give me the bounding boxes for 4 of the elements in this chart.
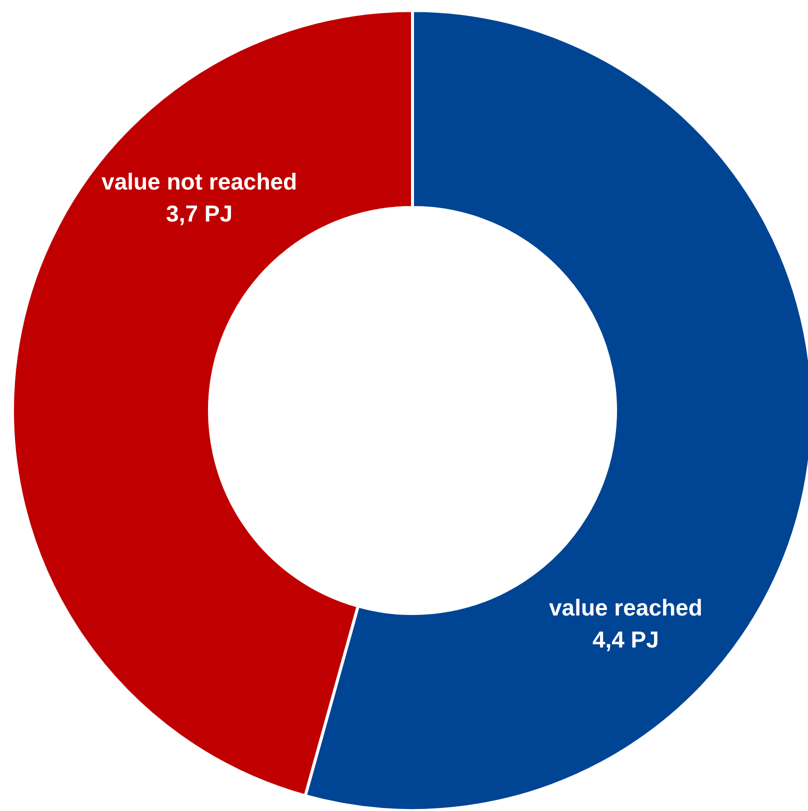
data-label: 3,7 PJ	[166, 200, 233, 226]
slice-label: value not reached	[102, 168, 298, 194]
data-label: 4,4 PJ	[592, 626, 659, 653]
slice-label: value reached	[548, 594, 702, 621]
